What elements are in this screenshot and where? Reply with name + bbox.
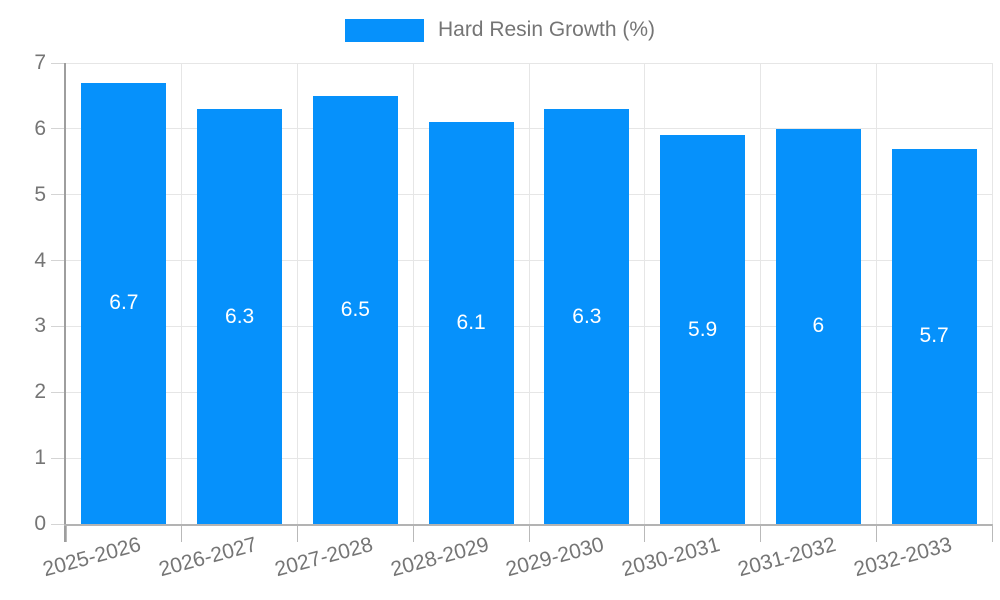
y-tick-mark xyxy=(51,457,66,459)
v-gridline xyxy=(181,63,183,524)
y-tick-mark xyxy=(51,260,66,262)
bar-value-label: 6.1 xyxy=(456,311,486,335)
y-tick-mark xyxy=(51,325,66,327)
bar[interactable]: 5.7 xyxy=(891,148,977,524)
v-gridline xyxy=(412,63,414,524)
x-tick-mark xyxy=(875,524,877,542)
legend-item[interactable]: Hard Resin Growth (%) xyxy=(0,18,1000,42)
v-gridline xyxy=(644,63,646,524)
y-axis-tick-label: 2 xyxy=(34,380,46,404)
x-tick-mark xyxy=(297,524,298,542)
x-axis-tick-label: 2031-2032 xyxy=(735,533,839,582)
y-axis-tick-label: 1 xyxy=(34,446,46,470)
bar[interactable]: 6 xyxy=(775,128,861,524)
bar-value-label: 6.7 xyxy=(109,291,139,315)
bar[interactable]: 6.1 xyxy=(428,122,514,524)
legend-label: Hard Resin Growth (%) xyxy=(437,18,656,41)
x-tick-mark xyxy=(760,524,761,542)
x-axis-tick-label: 2032-2033 xyxy=(851,533,955,582)
x-axis-tick-label: 2027-2028 xyxy=(272,533,376,582)
y-axis-tick-label: 5 xyxy=(34,182,46,206)
x-tick-mark xyxy=(65,524,67,542)
bar-value-label: 6.3 xyxy=(225,304,255,328)
y-axis-tick-label: 4 xyxy=(34,248,46,272)
v-gridline xyxy=(297,63,298,524)
y-tick-mark xyxy=(51,391,66,393)
bar[interactable]: 6.3 xyxy=(197,109,283,524)
x-axis-tick-label: 2030-2031 xyxy=(619,533,723,582)
x-axis-tick-label: 2026-2027 xyxy=(156,533,260,582)
y-axis-line xyxy=(64,63,66,542)
y-tick-mark xyxy=(51,523,66,525)
x-tick-mark xyxy=(528,524,530,542)
bar[interactable]: 6.5 xyxy=(312,95,398,524)
x-axis-line xyxy=(64,524,992,526)
bar-value-label: 6.3 xyxy=(572,304,602,328)
bar[interactable]: 5.9 xyxy=(660,135,746,524)
x-axis-tick-label: 2029-2030 xyxy=(503,533,607,582)
y-axis-tick-label: 3 xyxy=(34,314,46,338)
bar[interactable]: 6.3 xyxy=(544,109,630,524)
v-gridline xyxy=(991,63,993,536)
v-gridline xyxy=(875,63,877,524)
x-tick-mark xyxy=(991,524,993,542)
bar-value-label: 6 xyxy=(812,314,825,338)
x-axis-tick-label: 2025-2026 xyxy=(40,533,144,582)
x-tick-mark xyxy=(644,524,646,542)
bar-value-label: 5.7 xyxy=(919,324,949,348)
bar-value-label: 5.9 xyxy=(688,317,718,341)
y-axis-tick-label: 7 xyxy=(34,51,46,74)
y-axis-tick-label: 6 xyxy=(34,116,46,140)
x-axis-tick-label: 2028-2029 xyxy=(388,533,492,582)
legend-swatch xyxy=(344,18,424,42)
y-tick-mark xyxy=(51,194,66,196)
y-tick-mark xyxy=(51,62,66,64)
bar-value-label: 6.5 xyxy=(340,297,370,321)
x-tick-mark xyxy=(412,524,414,542)
v-gridline xyxy=(760,63,761,524)
x-tick-mark xyxy=(181,524,183,542)
v-gridline xyxy=(528,63,530,524)
y-axis-tick-label: 0 xyxy=(34,512,46,535)
y-tick-mark xyxy=(51,128,66,130)
bar[interactable]: 6.7 xyxy=(81,82,167,524)
